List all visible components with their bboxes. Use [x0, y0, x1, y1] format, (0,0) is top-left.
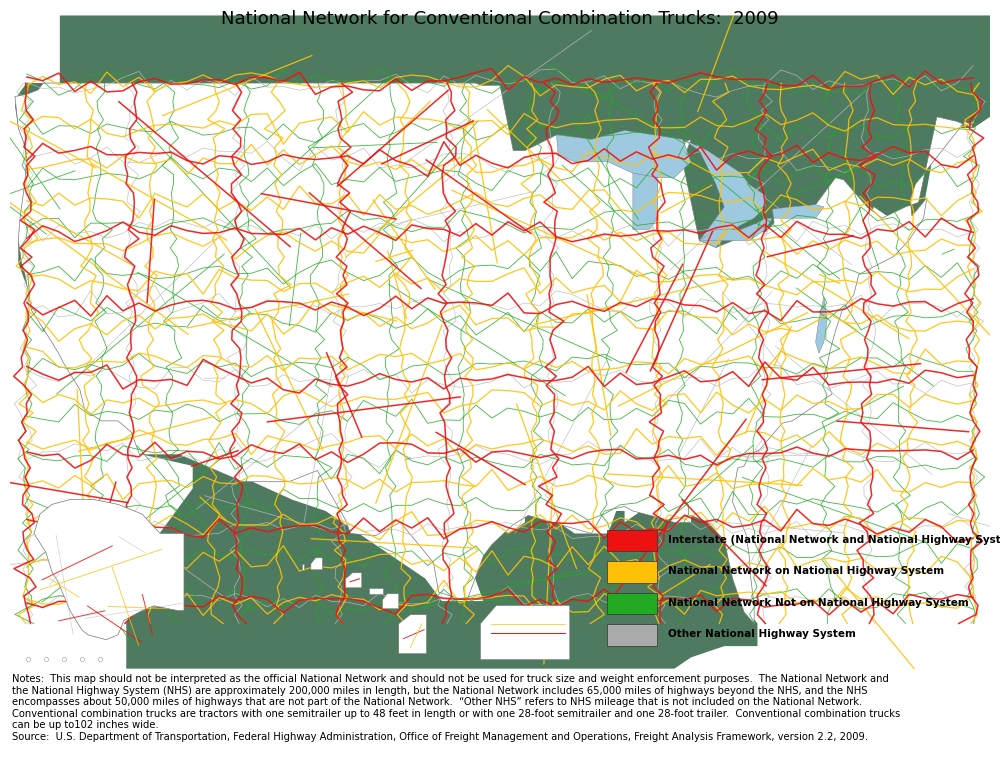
Polygon shape — [15, 83, 973, 624]
Polygon shape — [126, 455, 757, 669]
Text: National Network for Conventional Combination Trucks:  2009: National Network for Conventional Combin… — [221, 10, 779, 28]
Polygon shape — [772, 205, 824, 218]
Polygon shape — [302, 564, 304, 570]
Polygon shape — [699, 218, 772, 240]
Polygon shape — [399, 615, 426, 654]
Polygon shape — [683, 139, 766, 247]
Polygon shape — [34, 499, 184, 640]
Polygon shape — [10, 15, 990, 342]
Text: National Network on National Highway System: National Network on National Highway Sys… — [668, 567, 944, 576]
Bar — [607, 561, 657, 583]
Bar — [607, 624, 657, 645]
Polygon shape — [556, 131, 691, 178]
Bar — [607, 593, 657, 614]
Text: Interstate (National Network and National Highway System): Interstate (National Network and Nationa… — [668, 535, 1000, 545]
Polygon shape — [480, 605, 570, 659]
Polygon shape — [816, 297, 827, 353]
Text: Notes:  This map should not be interpreted as the official National Network and : Notes: This map should not be interprete… — [12, 674, 900, 742]
Polygon shape — [383, 594, 399, 608]
Polygon shape — [311, 558, 322, 570]
Polygon shape — [346, 573, 362, 587]
Polygon shape — [369, 587, 383, 594]
Text: Other National Highway System: Other National Highway System — [668, 629, 856, 639]
Bar — [607, 530, 657, 551]
Text: National Network Not on National Highway System: National Network Not on National Highway… — [668, 598, 969, 608]
Polygon shape — [633, 173, 658, 230]
